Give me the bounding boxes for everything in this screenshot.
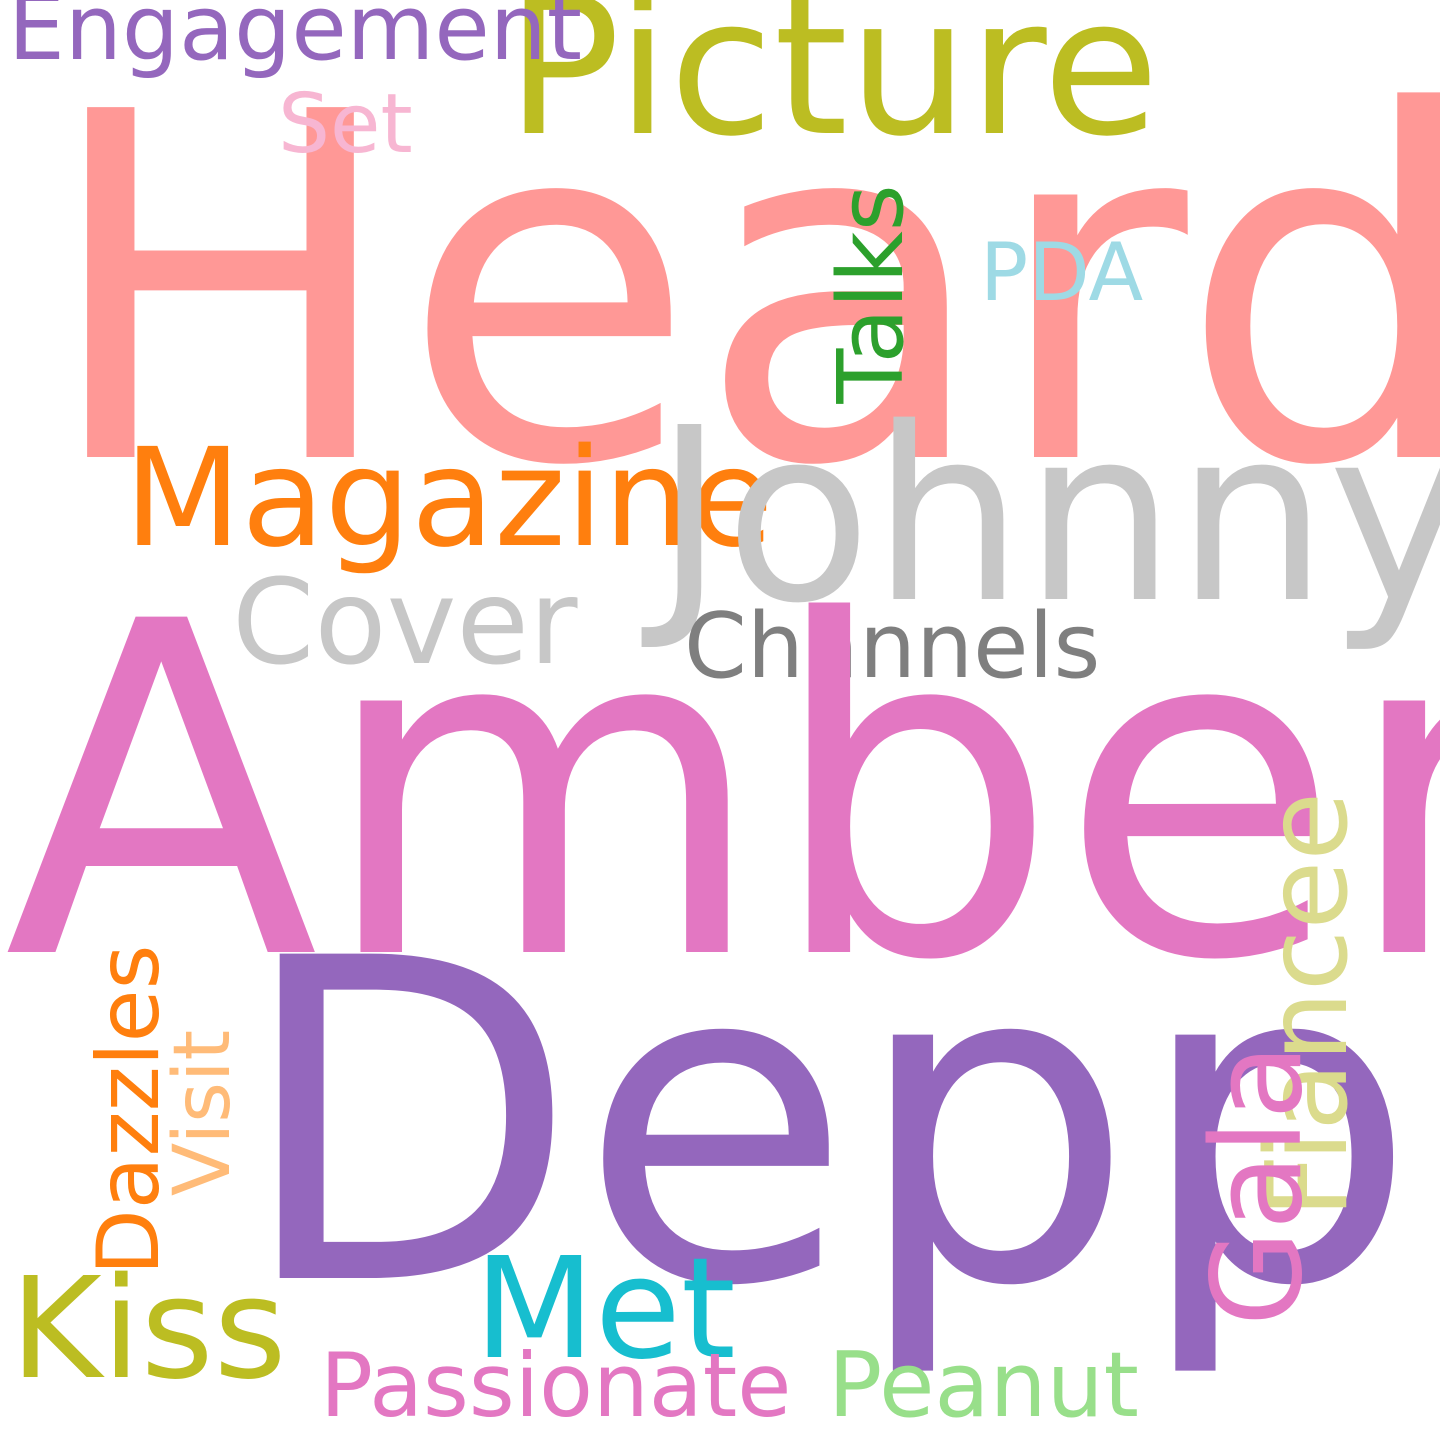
word-cover: Cover: [232, 553, 578, 691]
word-johnny: Johnny: [654, 376, 1440, 656]
word-amber: Amber: [4, 526, 1440, 1061]
word-depp: Depp: [236, 865, 1418, 1383]
word-engagement: Engagement: [8, 0, 583, 81]
word-set: Set: [278, 77, 413, 172]
word-peanut: Peanut: [828, 1333, 1139, 1438]
word-channels: Channels: [684, 594, 1101, 699]
word-picture: Picture: [506, 0, 1160, 178]
word-pda: PDA: [980, 226, 1144, 319]
word-gala: Gala: [1186, 1043, 1330, 1327]
word-kiss: Kiss: [10, 1248, 287, 1411]
word-passionate: Passionate: [320, 1334, 792, 1437]
word-met: Met: [474, 1228, 736, 1391]
word-heard: Heard: [40, 12, 1440, 571]
word-visit: Visit: [158, 1029, 248, 1197]
word-magazine: Magazine: [124, 420, 774, 578]
